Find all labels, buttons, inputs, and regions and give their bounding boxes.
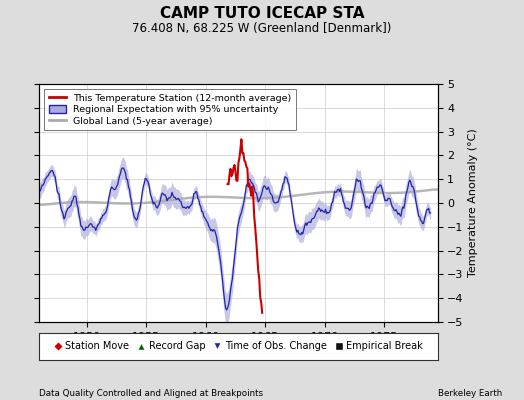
- Legend: Station Move, Record Gap, Time of Obs. Change, Empirical Break: Station Move, Record Gap, Time of Obs. C…: [52, 340, 425, 353]
- Text: Data Quality Controlled and Aligned at Breakpoints: Data Quality Controlled and Aligned at B…: [39, 389, 264, 398]
- Text: 76.408 N, 68.225 W (Greenland [Denmark]): 76.408 N, 68.225 W (Greenland [Denmark]): [133, 22, 391, 35]
- Y-axis label: Temperature Anomaly (°C): Temperature Anomaly (°C): [468, 129, 478, 277]
- Text: CAMP TUTO ICECAP STA: CAMP TUTO ICECAP STA: [160, 6, 364, 21]
- Text: Berkeley Earth: Berkeley Earth: [438, 389, 502, 398]
- Legend: This Temperature Station (12-month average), Regional Expectation with 95% uncer: This Temperature Station (12-month avera…: [44, 89, 296, 130]
